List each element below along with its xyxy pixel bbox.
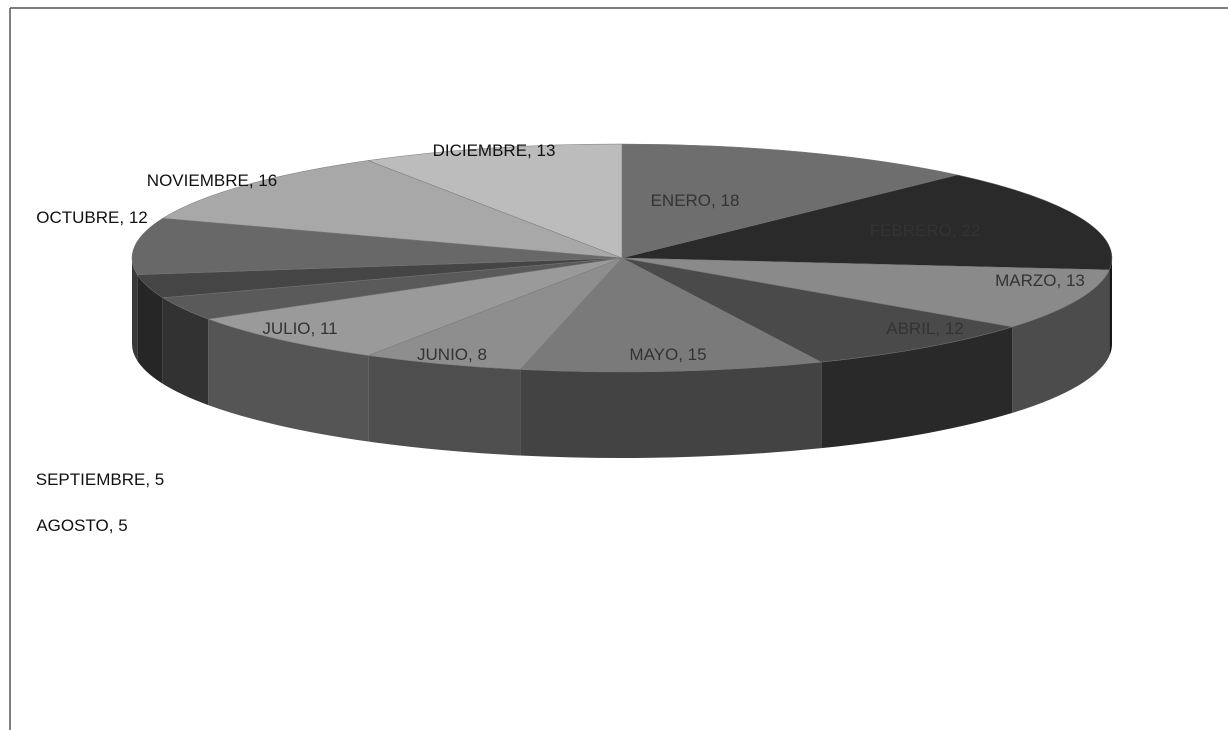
label-separator: , <box>935 319 944 338</box>
data-label: SEPTIEMBRE, 5 <box>36 470 165 489</box>
slice-side <box>821 326 1013 449</box>
label-value: 13 <box>537 141 556 160</box>
slice <box>621 257 1110 328</box>
label-separator: , <box>468 345 477 364</box>
label-separator: , <box>1057 271 1066 290</box>
label-value: 18 <box>721 191 740 210</box>
data-label: NOVIEMBRE, 16 <box>147 171 277 190</box>
label-category: SEPTIEMBRE <box>36 470 146 489</box>
data-label: MAYO, 15 <box>629 345 706 364</box>
data-label: DICIEMBRE, 13 <box>433 141 556 160</box>
slice-side <box>132 258 138 361</box>
label-category: DICIEMBRE <box>433 141 527 160</box>
label-value: 22 <box>961 221 980 240</box>
label-category: ABRIL <box>886 319 935 338</box>
label-value: 13 <box>1066 271 1085 290</box>
label-category: MARZO <box>995 271 1056 290</box>
slice <box>161 160 623 259</box>
slice <box>621 143 958 259</box>
label-value: 5 <box>155 470 164 489</box>
label-category: JUNIO <box>417 345 468 364</box>
slice-side <box>137 274 163 384</box>
data-label: JUNIO, 8 <box>417 345 487 364</box>
slice-side <box>368 355 521 456</box>
slice-side <box>208 319 369 442</box>
data-label: JULIO, 11 <box>262 319 337 338</box>
slice <box>208 257 623 356</box>
label-value: 16 <box>258 171 277 190</box>
label-category: AGOSTO <box>36 516 108 535</box>
data-label: ABRIL, 12 <box>886 319 964 338</box>
label-category: JULIO <box>262 319 310 338</box>
label-category: ENERO <box>651 191 711 210</box>
label-category: OCTUBRE <box>36 208 119 227</box>
slice-side <box>1109 258 1112 356</box>
slice-side <box>520 362 822 459</box>
label-separator: , <box>711 191 720 210</box>
slice <box>367 143 623 259</box>
label-separator: , <box>249 171 258 190</box>
slice <box>131 218 623 275</box>
slice <box>621 257 1013 363</box>
label-separator: , <box>678 345 687 364</box>
slice <box>519 257 823 373</box>
data-label: ENERO, 18 <box>651 191 740 210</box>
slice <box>367 257 623 370</box>
label-value: 12 <box>945 319 964 338</box>
label-value: 5 <box>118 516 127 535</box>
label-category: FEBRERO <box>870 221 952 240</box>
label-separator: , <box>527 141 536 160</box>
label-category: NOVIEMBRE <box>147 171 249 190</box>
label-separator: , <box>145 470 154 489</box>
data-label: MARZO, 13 <box>995 271 1085 290</box>
label-separator: , <box>311 319 320 338</box>
data-label: FEBRERO, 22 <box>870 221 981 240</box>
slice <box>621 174 1113 271</box>
data-label: OCTUBRE, 12 <box>36 208 148 227</box>
data-label: AGOSTO, 5 <box>36 516 127 535</box>
label-separator: , <box>119 208 128 227</box>
label-value: 12 <box>129 208 148 227</box>
slice-side <box>1012 269 1110 413</box>
label-value: 11 <box>320 319 338 338</box>
label-value: 15 <box>688 345 707 364</box>
label-separator: , <box>109 516 118 535</box>
slice-side <box>162 297 209 406</box>
label-separator: , <box>952 221 961 240</box>
label-category: MAYO <box>629 345 678 364</box>
label-value: 8 <box>477 345 486 364</box>
